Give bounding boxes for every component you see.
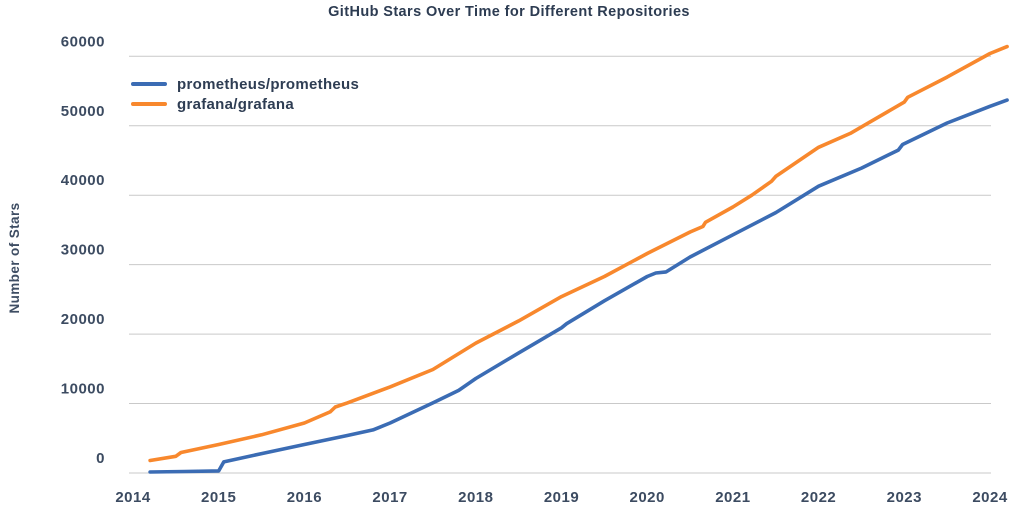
x-tick-label: 2016 [287, 489, 322, 506]
legend: prometheus/prometheus grafana/grafana [131, 74, 359, 114]
series-line-grafana [148, 44, 1009, 463]
y-tick-label: 50000 [61, 103, 105, 120]
y-tick-label: 60000 [61, 33, 105, 50]
x-tick-label: 2022 [801, 489, 836, 506]
x-tick-label: 2014 [115, 489, 151, 506]
chart-title: GitHub Stars Over Time for Different Rep… [328, 4, 690, 20]
x-tick-label: 2023 [887, 489, 922, 506]
x-tick-label: 2020 [630, 489, 665, 506]
x-tick-label: 2017 [372, 489, 407, 506]
x-tick-label: 2015 [201, 489, 236, 506]
legend-swatch-prometheus [131, 82, 167, 86]
y-tick-label: 20000 [61, 311, 105, 328]
x-tick-label: 2019 [544, 489, 579, 506]
legend-item-prometheus: prometheus/prometheus [131, 74, 359, 94]
y-tick-label: 40000 [61, 172, 105, 189]
y-tick-label: 30000 [61, 242, 105, 259]
x-tick-label: 2018 [458, 489, 493, 506]
y-tick-label: 0 [96, 450, 105, 467]
legend-label-prometheus: prometheus/prometheus [177, 75, 360, 93]
legend-swatch-grafana [131, 102, 167, 106]
x-tick-label: 2024 [972, 489, 1008, 506]
y-tick-label: 10000 [61, 381, 105, 398]
legend-label-grafana: grafana/grafana [177, 95, 295, 113]
x-tick-label: 2021 [715, 489, 750, 506]
series-line-prometheus [148, 98, 1009, 474]
legend-item-grafana: grafana/grafana [131, 94, 359, 114]
